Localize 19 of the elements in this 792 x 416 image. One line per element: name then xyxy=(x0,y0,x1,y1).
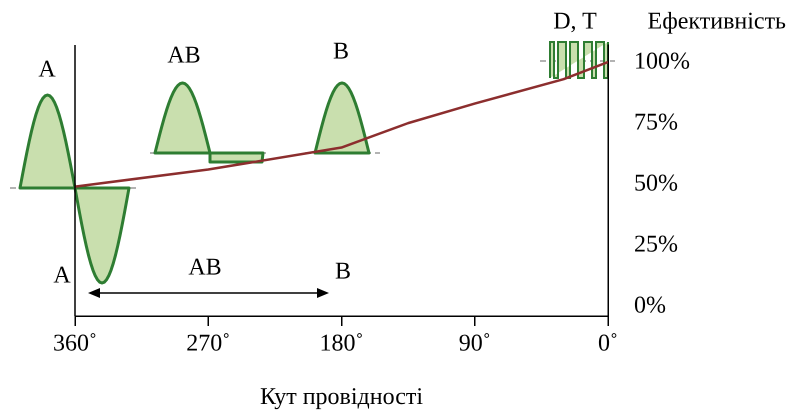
x-axis-title: Кут провідності xyxy=(260,384,424,410)
x-tick-label: 360˚ xyxy=(53,330,97,357)
annotation: AB xyxy=(167,42,201,68)
annotation: B xyxy=(332,38,350,64)
y-tick-label: 75% xyxy=(634,109,678,136)
x-tick-label: 0˚ xyxy=(598,330,618,357)
y-tick-label: 50% xyxy=(634,170,678,196)
text: D, T xyxy=(553,8,598,34)
x-tick-label: 180˚ xyxy=(320,330,364,357)
y-axis-title: Ефективність xyxy=(648,8,786,34)
x-tick-label: 90˚ xyxy=(458,330,491,357)
text: A xyxy=(38,56,56,82)
y-tick-label: 100% xyxy=(634,48,690,74)
text: A xyxy=(53,262,72,288)
x-tick-label: 270˚ xyxy=(186,330,230,357)
y-tick-label: 0% xyxy=(634,292,666,319)
annotation: AB xyxy=(188,254,222,280)
y-tick-label: 25% xyxy=(634,231,678,258)
annotation: B xyxy=(334,258,352,284)
